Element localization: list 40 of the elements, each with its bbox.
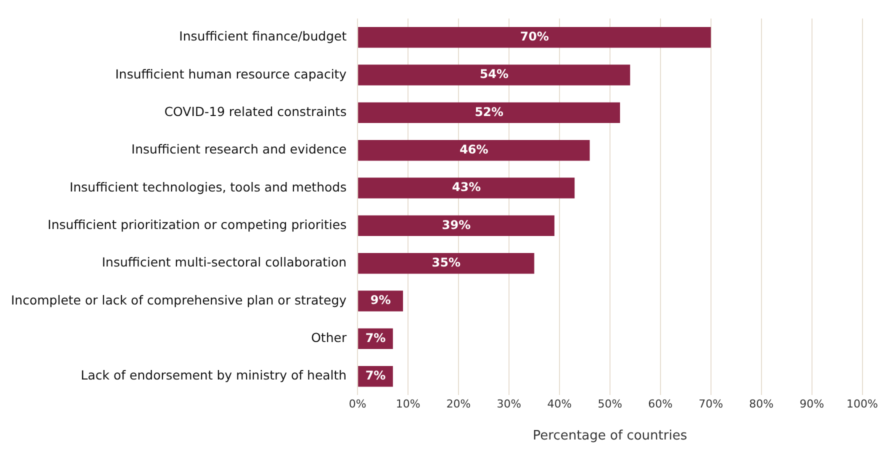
data-label: 46% [460, 142, 488, 156]
y-tick-label: Other [311, 330, 348, 345]
x-tick-label: 60% [648, 398, 673, 411]
y-tick-label: COVID-19 related constraints [164, 104, 347, 119]
bar [358, 26, 711, 48]
bar [358, 252, 534, 274]
y-tick-label: Insufficient human resource capacity [115, 66, 348, 82]
y-tick-label: Insufficient technologies, tools and methods [70, 179, 347, 194]
y-tick-label: Incomplete or lack of comprehensive plan or strategy [10, 292, 348, 308]
data-label: 52% [474, 104, 504, 119]
bar [358, 290, 404, 312]
y-tick-label: Insufficient research and evidence [131, 142, 347, 157]
x-tick-label: 50% [598, 398, 622, 411]
data-label: 7% [365, 368, 386, 382]
data-label: 54% [480, 67, 508, 82]
bar [358, 64, 630, 86]
bar [358, 178, 575, 198]
x-tick-label: 100% [846, 398, 878, 411]
x-tick-label: 30% [496, 398, 522, 411]
y-tick-label: Insufficient multi-sectoral collaboration [102, 254, 347, 270]
x-tick-label: 40% [547, 398, 572, 411]
data-label: 43% [452, 180, 481, 194]
y-tick-label: Insufficient finance/budget [179, 28, 347, 44]
x-tick-label: 20% [446, 398, 471, 411]
x-tick-label: 0% [348, 398, 366, 411]
x-tick-label: 90% [800, 398, 824, 411]
x-tick-label: 80% [749, 398, 774, 411]
data-label: 39% [442, 218, 471, 232]
data-label: 35% [432, 255, 461, 270]
x-axis-title: Percentage of countries [532, 428, 688, 444]
y-tick-label: Lack of endorsement by ministry of health [80, 368, 347, 383]
data-label: 7% [365, 330, 386, 345]
x-tick-label: 70% [698, 398, 724, 411]
bar [358, 215, 554, 236]
data-label: 70% [520, 29, 549, 44]
bar [358, 140, 590, 161]
data-label: 9% [370, 293, 391, 308]
x-tick-label: 10% [396, 398, 420, 411]
bar [358, 102, 620, 124]
y-tick-label: Insufficient prioritization or competing priorities [48, 216, 347, 232]
